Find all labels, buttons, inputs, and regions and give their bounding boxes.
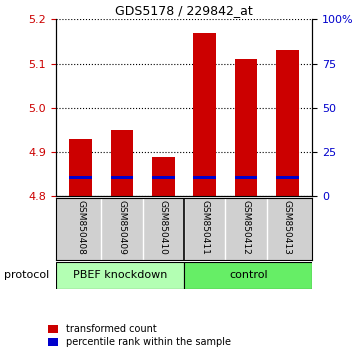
- Bar: [184, 262, 312, 289]
- Bar: [235, 176, 257, 179]
- Bar: [235, 59, 257, 196]
- Bar: [152, 157, 175, 196]
- Text: GSM850412: GSM850412: [242, 200, 251, 255]
- Text: GSM850410: GSM850410: [159, 200, 168, 255]
- Bar: [69, 176, 92, 179]
- Text: control: control: [229, 270, 268, 280]
- Bar: [276, 176, 299, 179]
- Text: GSM850408: GSM850408: [76, 200, 85, 255]
- Bar: [111, 130, 134, 196]
- Bar: [276, 51, 299, 196]
- Bar: [193, 33, 216, 196]
- Text: GSM850413: GSM850413: [283, 200, 292, 255]
- Bar: [69, 139, 92, 196]
- Bar: [193, 176, 216, 179]
- Bar: [111, 176, 134, 179]
- Text: GSM850411: GSM850411: [200, 200, 209, 255]
- Title: GDS5178 / 229842_at: GDS5178 / 229842_at: [115, 4, 253, 17]
- Legend: transformed count, percentile rank within the sample: transformed count, percentile rank withi…: [48, 325, 231, 347]
- Text: GSM850409: GSM850409: [118, 200, 127, 255]
- Bar: [152, 176, 175, 179]
- Text: protocol: protocol: [4, 270, 49, 280]
- Bar: [56, 262, 184, 289]
- Text: PBEF knockdown: PBEF knockdown: [73, 270, 167, 280]
